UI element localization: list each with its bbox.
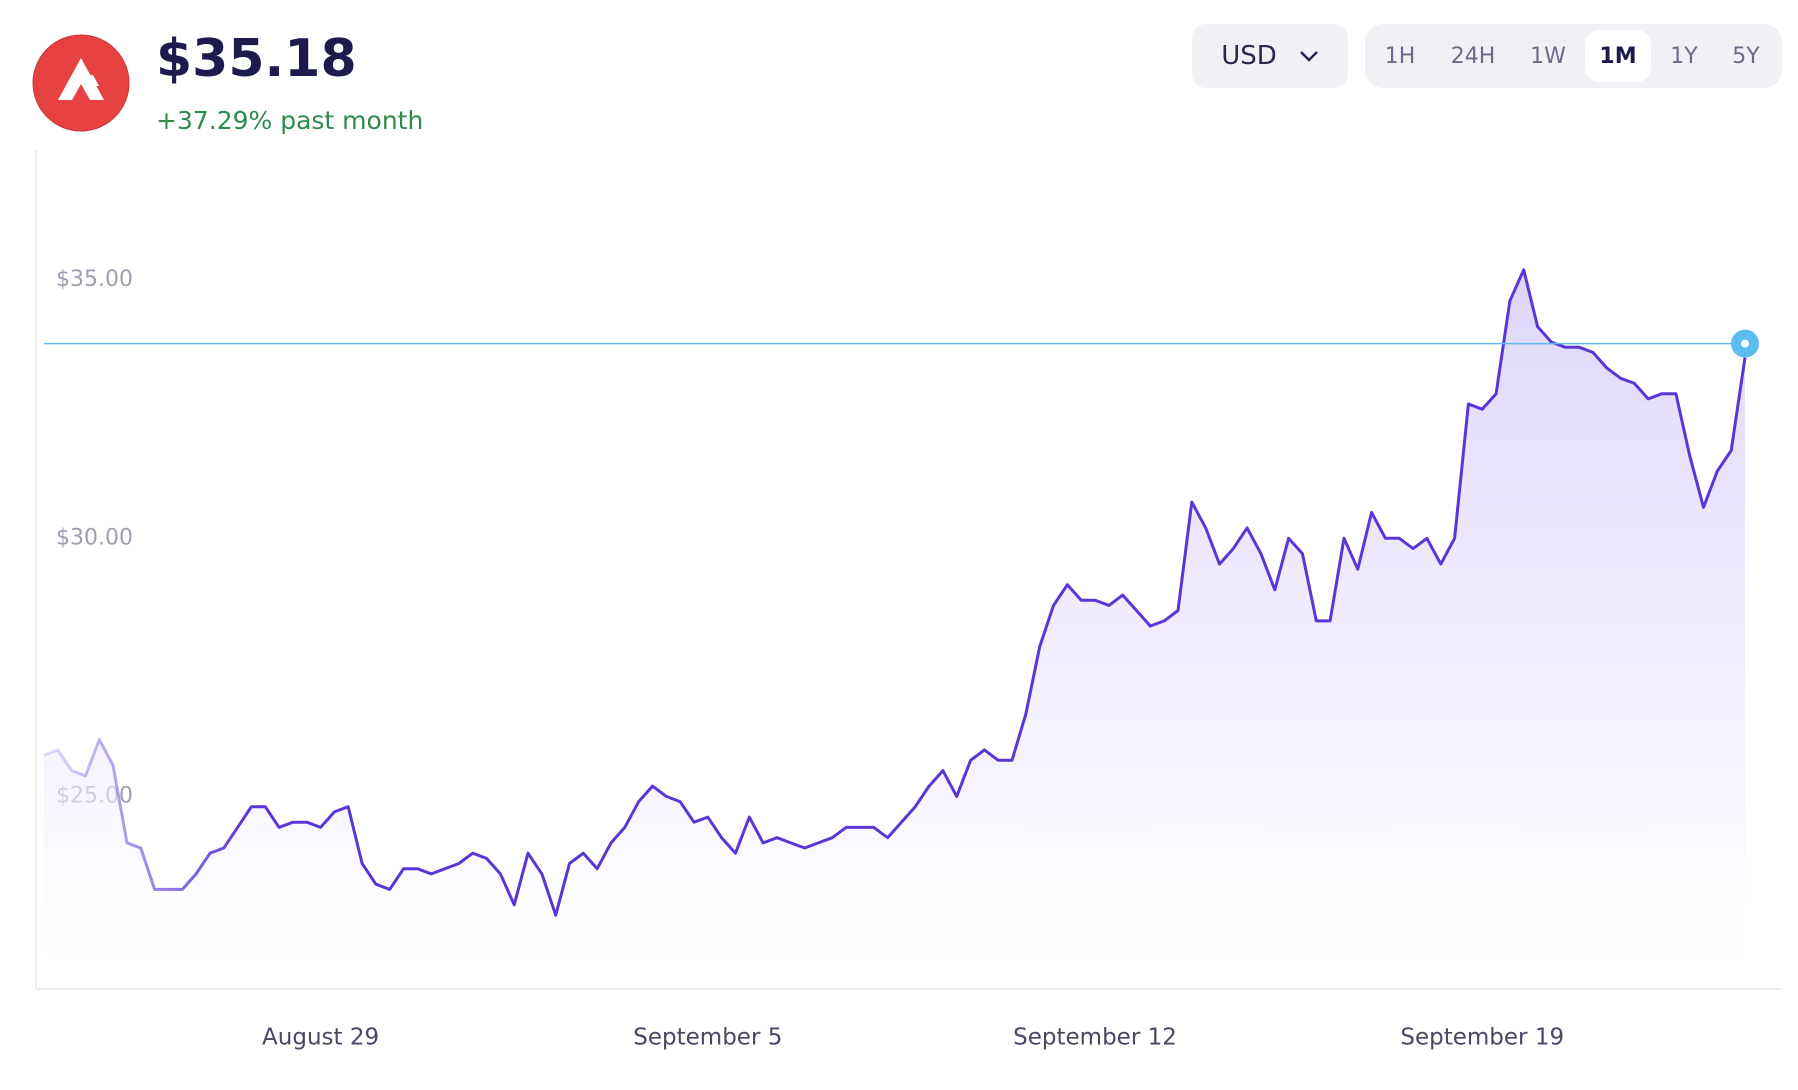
range-button[interactable]: 1W [1530,43,1566,69]
logo-glyph [58,58,104,100]
range-button[interactable]: 1M [1585,30,1651,82]
currency-select[interactable]: USD [1192,24,1348,88]
x-tick-label: September 19 [1400,1025,1564,1051]
chevron [1299,51,1318,62]
x-tick-label: September 12 [1013,1025,1177,1051]
currency-label: USD [1221,41,1277,71]
y-tick-label: $30.00 [56,525,133,550]
range-button[interactable]: 24H [1450,43,1496,69]
price: $35.18 [156,29,357,89]
range-button[interactable]: 1H [1384,43,1416,69]
range-button[interactable]: 5Y [1732,43,1760,69]
current-dot-center [1741,339,1749,348]
y-tick-label: $35.00 [56,267,133,292]
price-line [43,268,1747,917]
price-area [44,269,1745,989]
range-selector: 1H 24H 1W 1M 1Y 5Y [1365,24,1782,88]
range-button[interactable]: 1Y [1670,43,1698,69]
price-change: +37.29% past month [156,106,423,135]
x-tick-label: August 29 [262,1025,379,1051]
x-tick-label: September 5 [633,1025,782,1051]
